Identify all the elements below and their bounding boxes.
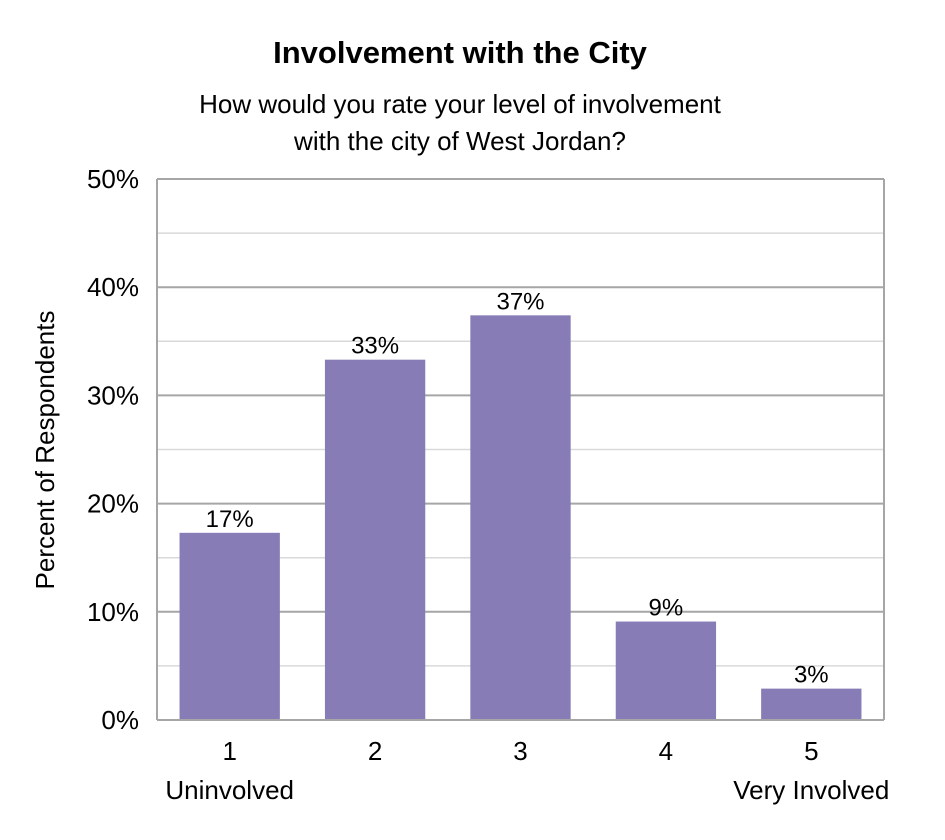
data-label: 17% xyxy=(206,506,254,533)
x-tick-label: 4 xyxy=(659,736,673,766)
x-tick-sublabel: Very Involved xyxy=(733,775,889,805)
y-tick-label: 30% xyxy=(87,380,139,410)
y-tick-label: 0% xyxy=(101,705,139,735)
bar xyxy=(761,688,862,720)
y-tick-label: 50% xyxy=(87,164,139,194)
data-label: 33% xyxy=(351,333,399,360)
bar xyxy=(179,532,280,720)
y-tick-label: 10% xyxy=(87,597,139,627)
x-tick-label: 2 xyxy=(368,736,382,766)
bar xyxy=(470,315,571,720)
x-tick-label: 3 xyxy=(513,736,527,766)
bar xyxy=(615,621,717,720)
y-tick-label: 20% xyxy=(87,489,139,519)
x-tick-label: 5 xyxy=(804,736,818,766)
x-tick-sublabel: Uninvolved xyxy=(165,775,294,805)
chart-subtitle-line-2: with the city of West Jordan? xyxy=(293,126,626,156)
y-tick-label: 40% xyxy=(87,272,139,302)
y-axis-label: Percent of Respondents xyxy=(30,311,60,590)
x-tick-label: 1 xyxy=(222,736,236,766)
bar xyxy=(324,359,426,720)
data-label: 3% xyxy=(794,662,829,689)
chart-subtitle-line-1: How would you rate your level of involve… xyxy=(199,89,721,119)
data-label: 37% xyxy=(496,288,544,315)
data-label: 9% xyxy=(649,595,684,622)
plot-area: 0% 10% 20% 30% 40% 50% 17% 1 Uninvolved 33% 2 37% 3 9… xyxy=(87,164,889,805)
chart-title: Involvement with the City xyxy=(273,35,648,70)
